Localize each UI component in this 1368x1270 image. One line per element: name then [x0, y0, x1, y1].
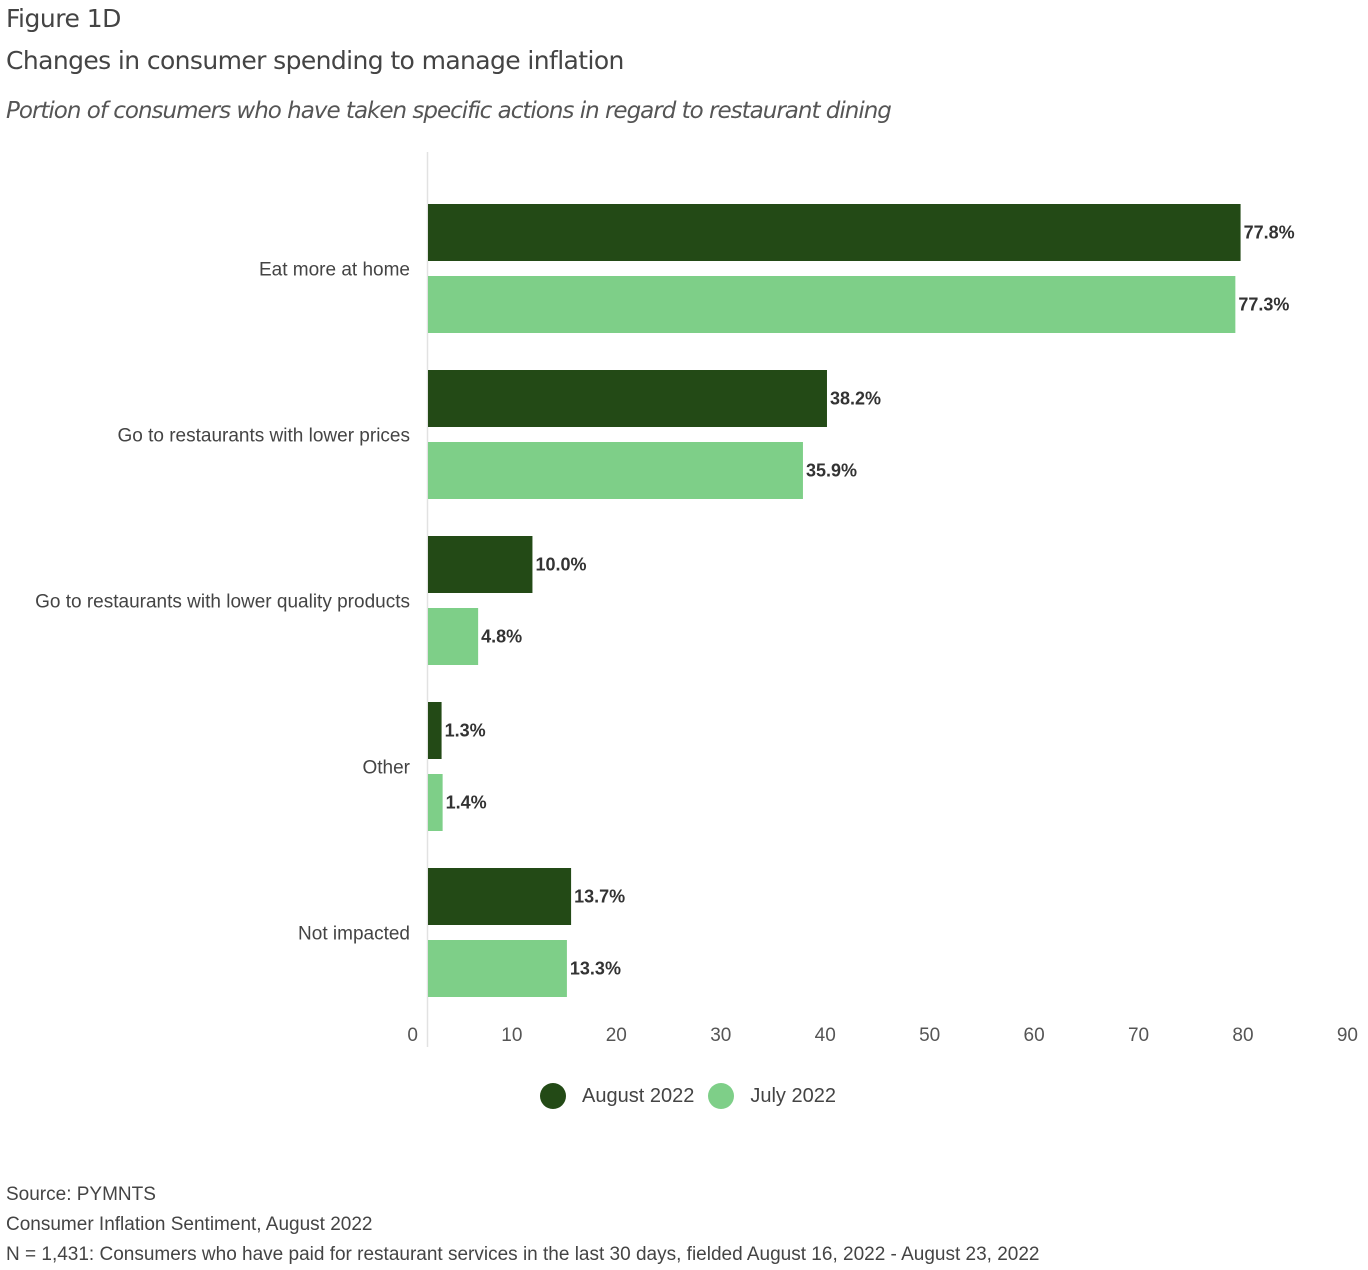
- legend: August 2022 July 2022: [540, 1083, 850, 1109]
- category-label: Go to restaurants with lower prices: [117, 426, 410, 447]
- x-tick-label: 60: [1024, 1025, 1045, 1046]
- source-note: Source: PYMNTS: [6, 1184, 156, 1205]
- footer: Source: PYMNTS Consumer Inflation Sentim…: [6, 1180, 1040, 1270]
- bar-not-impacted-july-2022[interactable]: [428, 940, 567, 997]
- data-label: 38.2%: [830, 389, 881, 409]
- x-tick-label: 50: [919, 1025, 940, 1046]
- figure-label: Figure 1D: [6, 4, 121, 33]
- x-tick-label: 30: [710, 1025, 731, 1046]
- legend-swatch-august-2022: [540, 1083, 566, 1109]
- x-tick-label: 20: [606, 1025, 627, 1046]
- bar-eat-more-at-home-july-2022[interactable]: [428, 276, 1236, 333]
- category-label: Go to restaurants with lower quality pro…: [35, 592, 410, 613]
- category-label: Other: [362, 758, 410, 779]
- bar-not-impacted-august-2022[interactable]: [428, 868, 572, 925]
- chart-title: Changes in consumer spending to manage i…: [6, 46, 624, 75]
- x-tick-label: 80: [1232, 1025, 1253, 1046]
- chart-subtitle: Portion of consumers who have taken spec…: [6, 98, 892, 124]
- data-label: 13.7%: [574, 887, 625, 907]
- bar-chart: Eat more at home Go to restaurants with l…: [35, 152, 1358, 1047]
- x-tick-label: 90: [1337, 1025, 1358, 1046]
- bar-go-to-restaurants-with-lower-quality-products-july-2022[interactable]: [428, 608, 479, 665]
- bar-go-to-restaurants-with-lower-quality-products-august-2022[interactable]: [428, 536, 533, 593]
- data-label: 35.9%: [806, 461, 857, 481]
- legend-item-july-2022[interactable]: July 2022: [708, 1083, 836, 1109]
- bar-go-to-restaurants-with-lower-prices-august-2022[interactable]: [428, 370, 827, 427]
- legend-label: July 2022: [750, 1084, 836, 1107]
- bar-other-july-2022[interactable]: [428, 774, 443, 831]
- x-tick-label: 70: [1128, 1025, 1149, 1046]
- sample-note: N = 1,431: Consumers who have paid for r…: [6, 1244, 1040, 1265]
- data-label: 13.3%: [570, 959, 621, 979]
- x-tick-label: 10: [501, 1025, 522, 1046]
- data-label: 1.3%: [445, 721, 486, 741]
- x-tick-label: 0: [407, 1025, 418, 1046]
- bar-other-august-2022[interactable]: [428, 702, 442, 759]
- legend-swatch-july-2022: [708, 1083, 735, 1109]
- legend-label: August 2022: [582, 1084, 695, 1107]
- data-label: 10.0%: [535, 555, 586, 575]
- category-label: Not impacted: [298, 924, 410, 945]
- x-tick-label: 40: [815, 1025, 836, 1046]
- category-label: Eat more at home: [259, 260, 410, 281]
- legend-item-august-2022[interactable]: August 2022: [540, 1083, 694, 1109]
- data-label: 4.8%: [481, 627, 522, 647]
- data-label: 77.8%: [1244, 223, 1295, 243]
- data-label: 77.3%: [1238, 295, 1289, 315]
- report-note: Consumer Inflation Sentiment, August 202…: [6, 1214, 373, 1235]
- data-label: 1.4%: [446, 793, 487, 813]
- bar-eat-more-at-home-august-2022[interactable]: [428, 204, 1241, 261]
- bar-go-to-restaurants-with-lower-prices-july-2022[interactable]: [428, 442, 803, 499]
